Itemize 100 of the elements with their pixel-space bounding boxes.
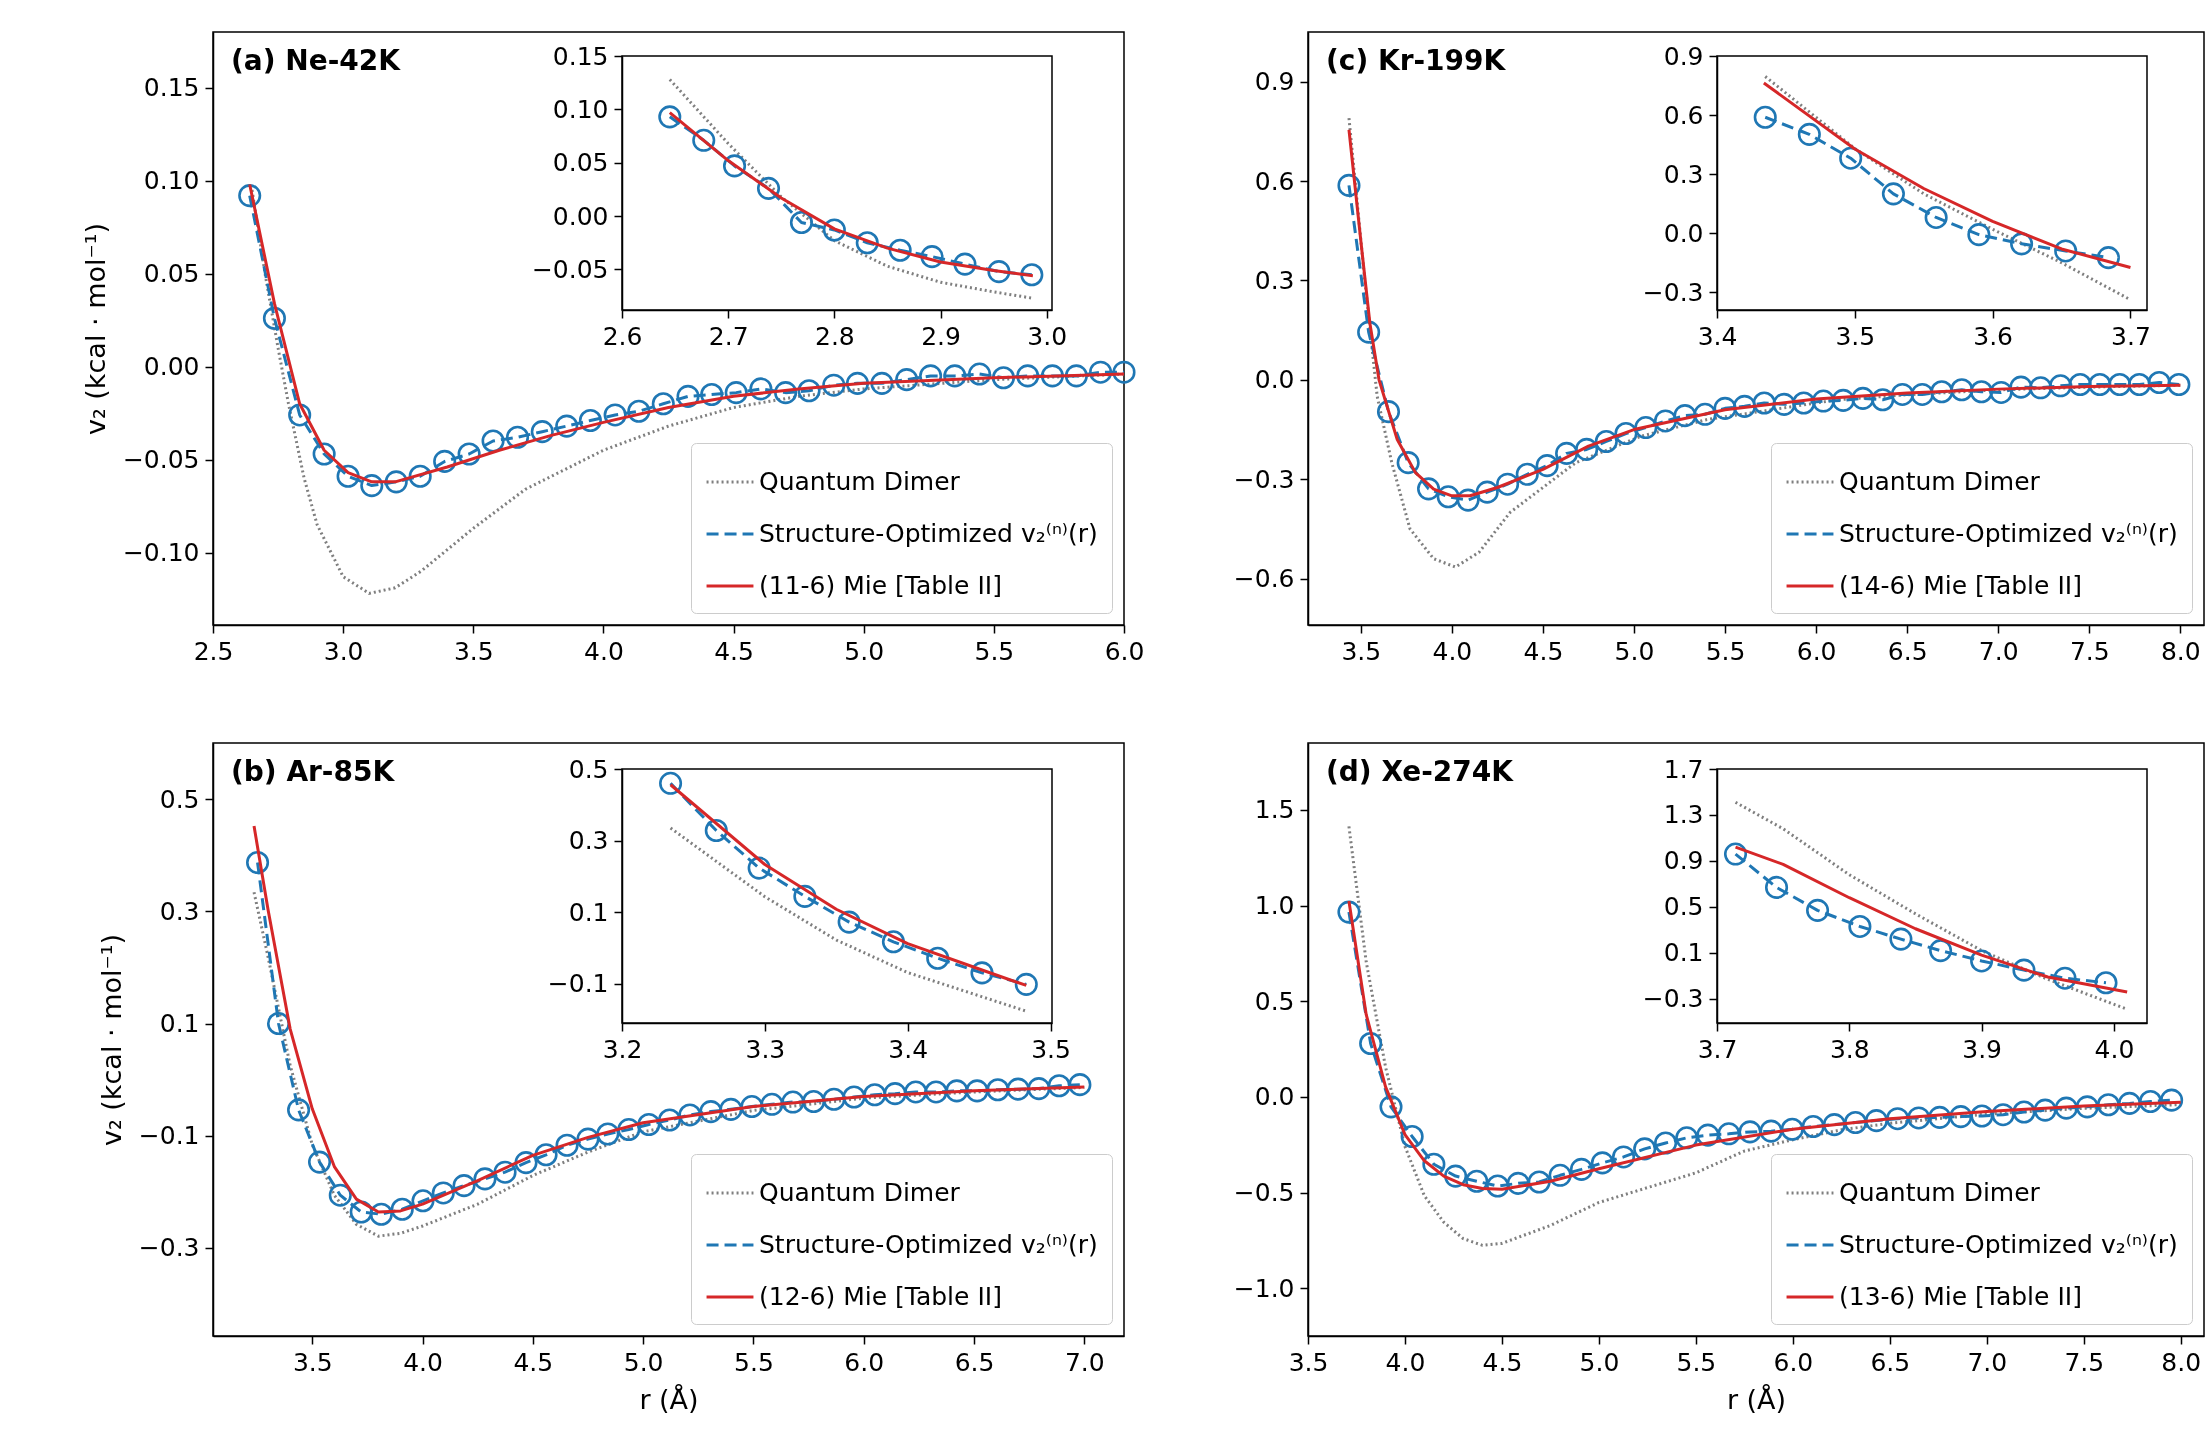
y-axis-title: v₂ (kcal · mol⁻¹) — [79, 222, 111, 436]
legend-label: Structure-Optimized v₂⁽ⁿ⁾(r) — [1839, 519, 2178, 548]
x-tick-label: 2.5 — [193, 636, 234, 666]
x-tick-label: 3.9 — [1962, 1034, 2002, 1064]
point — [1989, 380, 2013, 404]
y-tick-label: 0.15 — [143, 73, 200, 103]
x-tick-label: 3.5 — [453, 636, 494, 666]
y-tick-label: 0.3 — [1663, 159, 1704, 189]
point — [1014, 972, 1038, 996]
x-tick-label: 5.5 — [1676, 1347, 1717, 1377]
point — [2012, 958, 2036, 982]
x-tick-label: 3.8 — [1829, 1034, 1870, 1064]
legend-label: (12-6) Mie [Table II] — [759, 1282, 1002, 1311]
y-tick-label: 0.5 — [1254, 986, 1295, 1016]
point — [658, 105, 682, 129]
legend-label: Structure-Optimized v₂⁽ⁿ⁾(r) — [759, 519, 1098, 548]
point — [1693, 402, 1717, 426]
x-tick-label: 8.0 — [2161, 1347, 2202, 1377]
point — [1969, 380, 1993, 404]
point — [1753, 105, 1777, 129]
legend-label: Quantum Dimer — [1839, 1178, 2041, 1207]
y-tick-label: 0.10 — [552, 94, 609, 124]
legend-label: (14-6) Mie [Table II] — [1839, 571, 2082, 600]
point — [1590, 1151, 1614, 1175]
x-axis-title: r (Å) — [1726, 1383, 1787, 1415]
legend-label: Quantum Dimer — [1839, 467, 2041, 496]
y-tick-label: −0.10 — [122, 538, 200, 567]
point — [287, 1098, 311, 1122]
x-tick-label: 5.0 — [623, 1347, 664, 1377]
x-tick-label: 5.5 — [1705, 636, 1746, 666]
point — [1611, 1145, 1636, 1169]
point — [1376, 400, 1401, 424]
point — [1792, 391, 1816, 415]
y-tick-label: −0.05 — [122, 445, 200, 475]
point — [855, 231, 879, 255]
point — [1456, 488, 1480, 512]
point — [658, 1108, 682, 1132]
point — [1400, 1124, 1424, 1149]
point — [1764, 875, 1789, 899]
point — [2048, 374, 2073, 398]
point — [1475, 480, 1499, 504]
y-axis-title: v₂ (kcal · mol⁻¹) — [95, 933, 127, 1147]
x-tick-label: 2.8 — [814, 321, 855, 351]
text: (b) Ar-85K — [231, 755, 396, 788]
point — [1910, 382, 1934, 406]
x-tick-label: 4.5 — [714, 636, 754, 666]
point — [1614, 421, 1638, 446]
y-tick-label: −0.05 — [531, 254, 609, 284]
x-tick-label: 3.7 — [1697, 1034, 1738, 1064]
x-tick-label: 7.0 — [1978, 636, 2019, 666]
y-tick-label: 0.6 — [1663, 100, 1704, 130]
point — [1949, 1105, 1973, 1129]
point — [2167, 372, 2191, 397]
point — [724, 381, 748, 405]
x-tick-label: 7.0 — [1967, 1347, 2008, 1377]
x-tick-label: 2.6 — [602, 321, 643, 351]
point — [2054, 1096, 2078, 1120]
point — [384, 470, 408, 494]
x-tick-label: 3.5 — [1341, 636, 1382, 666]
x-tick-label: 6.0 — [844, 1347, 885, 1377]
y-tick-label: 1.3 — [1663, 800, 1704, 830]
x-tick-label: 4.0 — [1432, 636, 1473, 666]
x-tick-label: 3.4 — [1697, 321, 1738, 351]
x-tick-label: 4.5 — [1523, 636, 1564, 666]
y-tick-label: 0.5 — [568, 754, 609, 784]
x-tick-label: 3.0 — [1027, 321, 1068, 351]
x-tick-label: 3.5 — [292, 1347, 333, 1377]
y-tick-label: 0.05 — [552, 148, 609, 178]
x-tick-label: 4.5 — [1482, 1347, 1523, 1377]
chart-title: (d) Xe-274K — [1326, 755, 1515, 788]
point — [1881, 182, 1905, 206]
point — [1970, 949, 1994, 973]
x-axis-title: r (Å) — [639, 1383, 699, 1415]
point — [1967, 223, 1991, 247]
point — [749, 377, 773, 401]
y-tick-label: 0.9 — [1663, 41, 1704, 71]
point — [692, 128, 716, 152]
y-tick-label: 0.0 — [1254, 365, 1295, 395]
point — [246, 850, 270, 875]
x-tick-label: 4.0 — [2094, 1034, 2135, 1064]
x-tick-label: 6.0 — [1796, 636, 1837, 666]
y-tick-label: 0.0 — [1254, 1082, 1295, 1112]
point — [1357, 320, 1381, 344]
x-tick-label: 3.5 — [1288, 1347, 1329, 1377]
point — [493, 1160, 517, 1184]
point — [1396, 451, 1420, 475]
point — [452, 1174, 476, 1198]
point — [1889, 927, 1913, 951]
legend-label: Structure-Optimized v₂⁽ⁿ⁾(r) — [1839, 1230, 2178, 1259]
line-series — [1762, 81, 2132, 269]
x-tick-label: 3.0 — [323, 636, 364, 666]
y-tick-label: 1.0 — [1254, 891, 1295, 921]
point — [2054, 239, 2078, 263]
x-tick-label: 3.5 — [1835, 321, 1876, 351]
line-series — [1347, 128, 2182, 498]
point — [659, 771, 683, 795]
y-tick-label: 0.9 — [1254, 67, 1295, 97]
point — [2147, 370, 2171, 395]
x-tick-label: 3.4 — [888, 1034, 929, 1064]
legend-label: (13-6) Mie [Table II] — [1839, 1282, 2082, 1311]
